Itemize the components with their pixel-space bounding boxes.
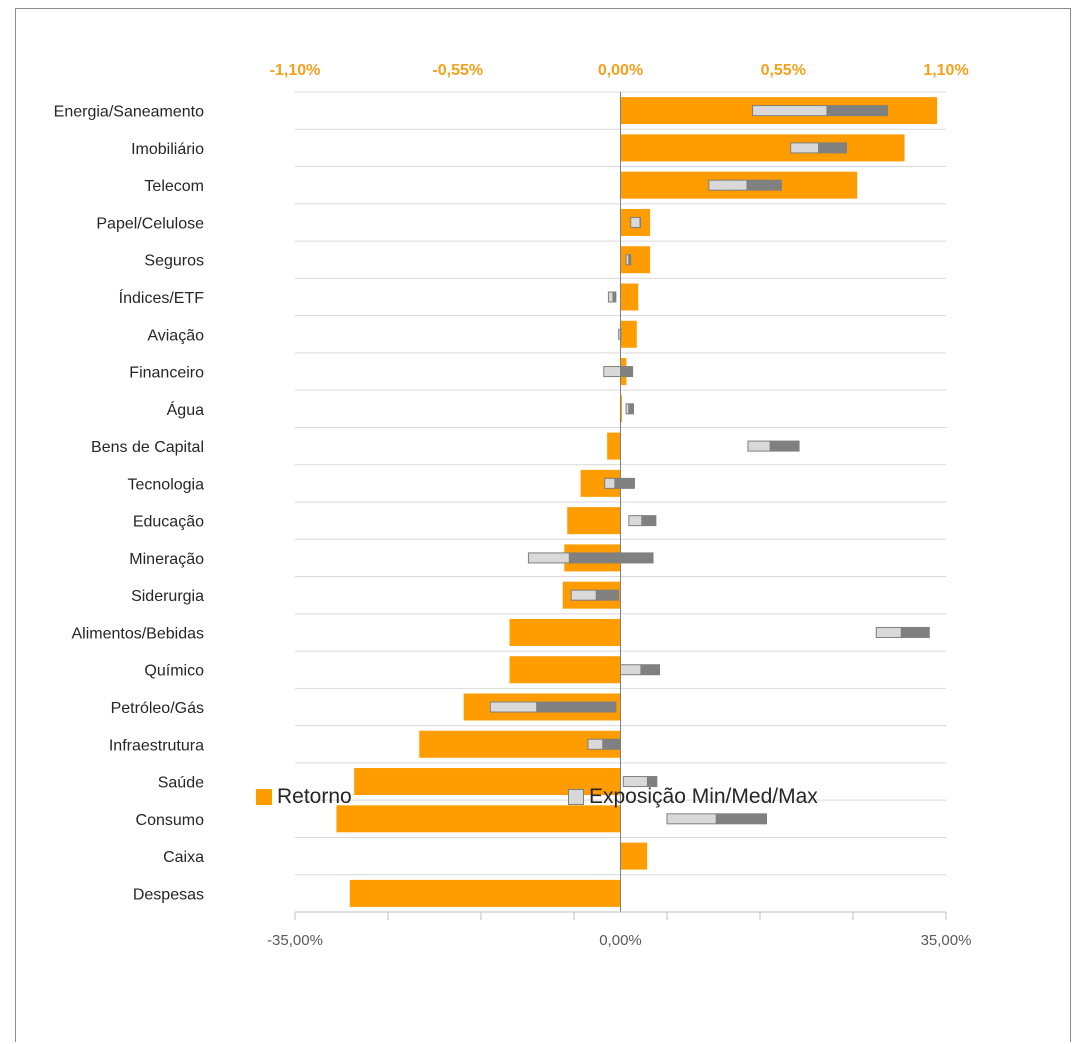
bar-exposicao-med-max-educacao xyxy=(641,515,657,527)
bar-retorno-consumo xyxy=(336,805,621,833)
bar-exposicao-med-max-tecnologia xyxy=(614,477,635,489)
category-label-consumo: Consumo xyxy=(136,812,205,829)
bar-exposicao-med-max-saude xyxy=(646,776,658,788)
bar-exposicao-min-med-mineracao xyxy=(527,552,570,564)
bar-retorno-bens-de-capital xyxy=(607,432,621,460)
bar-exposicao-med-max-indices-etf xyxy=(612,291,617,303)
category-label-telecom: Telecom xyxy=(144,178,204,195)
legend-item-exposicao: Exposição Min/Med/Max xyxy=(568,782,818,812)
bar-retorno-aviacao xyxy=(620,320,637,348)
category-label-mineracao: Mineração xyxy=(129,551,204,568)
bar-exposicao-min-med-bens-de-capital xyxy=(747,440,771,452)
top-axis-tick-label: 1,10% xyxy=(923,62,968,79)
bar-exposicao-min-med-petroleo-gas xyxy=(489,701,538,713)
bar-exposicao-med-max-siderurgia xyxy=(595,589,620,601)
category-label-caixa: Caixa xyxy=(163,849,204,866)
category-label-infraestrutura: Infraestrutura xyxy=(109,737,204,754)
bar-retorno-imobiliario xyxy=(620,134,905,162)
bar-exposicao-min-med-papel-celulose xyxy=(630,216,641,228)
top-axis-tick-label: -1,10% xyxy=(270,62,321,79)
category-label-saude: Saúde xyxy=(158,775,204,792)
top-axis-tick-label: -0,55% xyxy=(432,62,483,79)
category-label-financeiro: Financeiro xyxy=(129,365,204,382)
bar-exposicao-med-max-papel-celulose xyxy=(639,216,642,228)
bar-exposicao-min-med-indices-etf xyxy=(607,291,614,303)
legend-swatch-exposicao xyxy=(568,789,584,805)
category-label-alimentos-bebidas: Alimentos/Bebidas xyxy=(71,625,204,642)
bar-exposicao-min-med-financeiro xyxy=(603,366,622,378)
category-label-agua: Água xyxy=(167,400,204,419)
bar-exposicao-min-med-educacao xyxy=(628,515,643,527)
category-label-imobiliario: Imobiliário xyxy=(131,141,204,158)
bar-retorno-agua xyxy=(620,395,622,423)
bar-exposicao-min-med-consumo xyxy=(666,813,717,825)
bar-retorno-indices-etf xyxy=(620,283,639,311)
bar-retorno-educacao xyxy=(567,507,621,535)
bar-exposicao-med-max-alimentos-bebidas xyxy=(900,626,930,638)
legend-item-retorno: Retorno xyxy=(256,782,352,812)
category-label-aviacao: Aviação xyxy=(147,327,204,344)
top-axis-tick-label: 0,00% xyxy=(598,62,643,79)
bar-exposicao-med-max-quimico xyxy=(640,664,661,676)
bar-exposicao-min-med-energia-saneamento xyxy=(752,105,828,117)
bottom-axis-tick-label: 35,00% xyxy=(921,932,972,949)
bar-exposicao-min-med-quimico xyxy=(620,664,642,676)
bar-exposicao-med-max-financeiro xyxy=(620,366,634,378)
category-label-seguros: Seguros xyxy=(144,253,204,270)
bar-retorno-seguros xyxy=(620,246,651,274)
bar-exposicao-min-med-tecnologia xyxy=(604,477,616,489)
bar-exposicao-med-max-bens-de-capital xyxy=(769,440,800,452)
legend-label-retorno: Retorno xyxy=(277,785,352,808)
bar-retorno-quimico xyxy=(509,656,621,684)
category-label-tecnologia: Tecnologia xyxy=(128,476,205,493)
top-axis-tick-label: 0,55% xyxy=(761,62,806,79)
bar-exposicao-med-max-consumo xyxy=(715,813,768,825)
bar-exposicao-med-max-telecom xyxy=(746,179,782,191)
bar-exposicao-med-max-imobiliario xyxy=(818,142,847,154)
category-label-indices-etf: Índices/ETF xyxy=(119,288,205,307)
bar-exposicao-med-max-seguros xyxy=(628,254,632,266)
category-label-siderurgia: Siderurgia xyxy=(131,588,204,605)
bottom-axis-tick-label: 0,00% xyxy=(599,932,642,949)
category-label-petroleo-gas: Petróleo/Gás xyxy=(111,700,204,717)
category-label-despesas: Despesas xyxy=(133,886,204,903)
bar-exposicao-med-max-petroleo-gas xyxy=(536,701,617,713)
bar-exposicao-med-max-energia-saneamento xyxy=(826,105,888,117)
category-label-energia-saneamento: Energia/Saneamento xyxy=(54,104,204,121)
category-label-quimico: Químico xyxy=(144,663,204,680)
bar-retorno-despesas xyxy=(349,879,621,907)
legend-swatch-retorno xyxy=(256,789,272,805)
bar-exposicao-med-max-agua xyxy=(628,403,635,415)
bar-exposicao-min-med-alimentos-bebidas xyxy=(875,626,902,638)
chart-frame xyxy=(15,8,1071,1042)
bar-exposicao-med-max-infraestrutura xyxy=(602,738,622,750)
bar-retorno-caixa xyxy=(620,842,648,870)
category-label-educacao: Educação xyxy=(133,514,204,531)
bar-exposicao-min-med-siderurgia xyxy=(570,589,597,601)
category-label-papel-celulose: Papel/Celulose xyxy=(96,215,204,232)
bar-exposicao-med-max-mineracao xyxy=(568,552,654,564)
legend-label-exposicao: Exposição Min/Med/Max xyxy=(589,785,818,808)
bar-exposicao-min-med-imobiliario xyxy=(790,142,820,154)
bar-exposicao-min-med-infraestrutura xyxy=(587,738,604,750)
bar-exposicao-min-med-telecom xyxy=(708,179,748,191)
bottom-axis-tick-label: -35,00% xyxy=(267,932,323,949)
bar-retorno-infraestrutura xyxy=(419,730,621,758)
category-label-bens-de-capital: Bens de Capital xyxy=(91,439,204,456)
bar-retorno-alimentos-bebidas xyxy=(509,618,621,646)
